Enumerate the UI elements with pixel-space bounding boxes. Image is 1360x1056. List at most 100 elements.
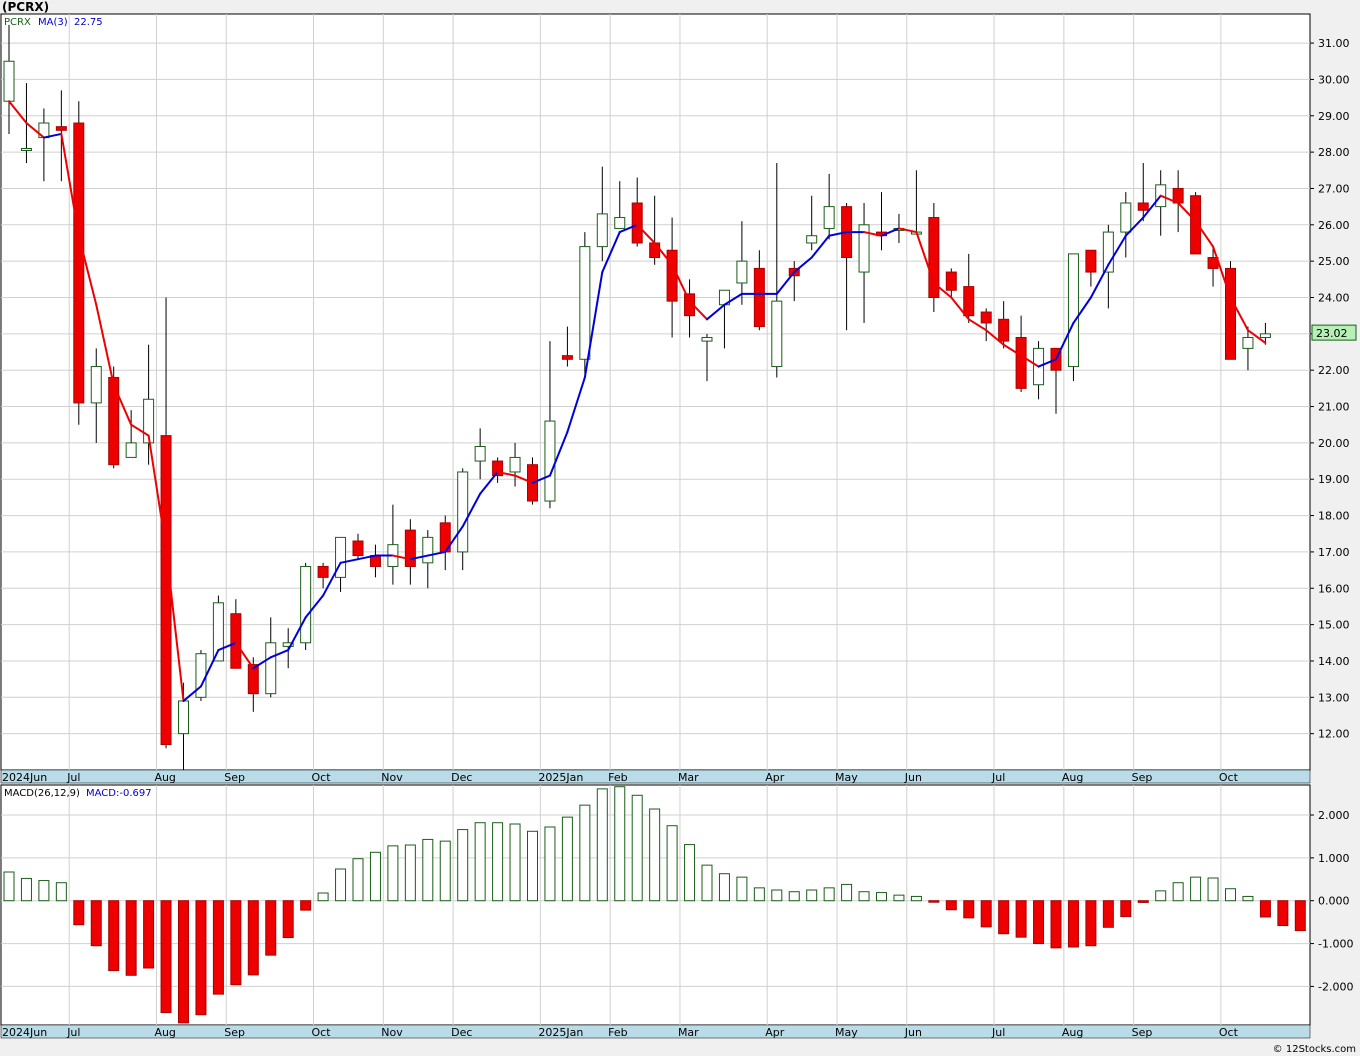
ma3-line-segment bbox=[25, 122, 45, 139]
macd-bar-positive bbox=[841, 883, 853, 902]
ma3-line-segment bbox=[130, 423, 150, 437]
macd-x-tick-label: Oct bbox=[312, 1026, 332, 1039]
macd-bar-negative bbox=[1259, 900, 1271, 918]
macd-tick-label: -1.000 bbox=[1318, 938, 1353, 951]
last-price-marker bbox=[1311, 324, 1357, 341]
macd-legend-value: MACD:-0.697 bbox=[86, 788, 152, 799]
macd-bar-positive bbox=[1207, 877, 1219, 902]
ma3-line-segment bbox=[548, 430, 569, 477]
macd-bar-positive bbox=[771, 889, 783, 902]
ma3-line-segment bbox=[985, 329, 1005, 346]
candle-up bbox=[143, 398, 155, 444]
ma3-line-segment bbox=[77, 234, 98, 306]
ma3-line-segment bbox=[1037, 358, 1057, 368]
macd-bar-positive bbox=[527, 830, 538, 902]
ma3-line-segment bbox=[1089, 263, 1110, 299]
candle-down bbox=[631, 202, 643, 244]
macd-x-tick-label: Oct bbox=[1219, 1026, 1239, 1039]
macd-bar-positive bbox=[1190, 876, 1202, 902]
ma3-line-segment bbox=[1020, 354, 1040, 368]
ma3-line-segment bbox=[1055, 321, 1075, 361]
candle-up bbox=[20, 147, 32, 151]
candle-down bbox=[352, 540, 364, 557]
macd-tick-label: 1.000 bbox=[1318, 852, 1350, 865]
price-tick-label: 18.00 bbox=[1318, 510, 1350, 523]
candle-down bbox=[1085, 249, 1097, 273]
legend-symbol: PCRX bbox=[4, 17, 31, 28]
candle-down bbox=[108, 376, 120, 466]
macd-bar-positive bbox=[55, 882, 67, 902]
macd-bar-negative bbox=[195, 900, 207, 1016]
ma3-line-segment bbox=[828, 231, 848, 237]
ma3-line-segment bbox=[566, 376, 586, 433]
price-x-tick-label: Oct bbox=[312, 771, 332, 784]
price-tick-label: 28.00 bbox=[1318, 146, 1350, 159]
macd-tick-label: -2.000 bbox=[1318, 980, 1353, 993]
macd-bar-negative bbox=[1277, 900, 1289, 927]
candle-up bbox=[125, 442, 137, 458]
macd-bar-positive bbox=[439, 840, 451, 902]
ma3-line-segment bbox=[182, 685, 202, 702]
macd-x-tick-label: Jul bbox=[991, 1026, 1005, 1039]
macd-bar-negative bbox=[90, 900, 102, 947]
candle-up bbox=[509, 456, 521, 473]
macd-bar-positive bbox=[666, 825, 678, 902]
candle-up bbox=[474, 446, 486, 462]
ma3-line-segment bbox=[514, 474, 534, 484]
macd-bar-negative bbox=[108, 900, 120, 972]
macd-bar-positive bbox=[858, 891, 870, 902]
price-x-tick-label: Mar bbox=[678, 771, 699, 784]
price-tick-label: 27.00 bbox=[1318, 182, 1350, 195]
macd-x-tick-label: 2024Jun bbox=[2, 1026, 47, 1039]
macd-bar-positive bbox=[20, 877, 32, 902]
macd-x-tick-label: Feb bbox=[608, 1026, 627, 1039]
ma3-line-segment bbox=[95, 303, 115, 386]
macd-bar-positive bbox=[404, 844, 416, 902]
macd-bar-negative bbox=[998, 900, 1010, 935]
macd-bar-positive bbox=[492, 822, 504, 902]
macd-x-tick-label: Jun bbox=[904, 1026, 922, 1039]
ma3-line-segment bbox=[671, 263, 691, 303]
ma3-line-segment bbox=[1142, 194, 1162, 219]
macd-x-tick-label: Apr bbox=[765, 1026, 785, 1039]
candle-up bbox=[579, 246, 591, 360]
ma3-line-segment bbox=[287, 616, 307, 652]
candle-down bbox=[1190, 195, 1202, 255]
macd-bar-positive bbox=[1172, 882, 1184, 902]
price-tick-label: 26.00 bbox=[1318, 219, 1350, 232]
macd-bar-negative bbox=[1137, 900, 1149, 903]
macd-x-tick-label: Jul bbox=[66, 1026, 80, 1039]
candle-up bbox=[422, 536, 434, 564]
macd-bar-negative bbox=[1294, 900, 1306, 932]
ma3-line-segment bbox=[252, 656, 272, 670]
price-tick-label: 25.00 bbox=[1318, 255, 1350, 268]
ma3-line-segment bbox=[1194, 220, 1215, 248]
macd-x-tick-label: Sep bbox=[224, 1026, 245, 1039]
macd-bar-positive bbox=[38, 880, 50, 902]
macd-bar-negative bbox=[230, 900, 242, 986]
price-x-tick-label: Jul bbox=[991, 771, 1005, 784]
ma3-line-segment bbox=[636, 223, 656, 244]
macd-bar-positive bbox=[544, 826, 556, 902]
price-tick-label: 21.00 bbox=[1318, 401, 1350, 414]
price-tick-label: 24.00 bbox=[1318, 292, 1350, 305]
macd-x-tick-label: Mar bbox=[678, 1026, 699, 1039]
ma3-line-segment bbox=[1229, 296, 1249, 332]
ma3-line-segment bbox=[810, 234, 831, 259]
ma3-line-segment bbox=[304, 594, 325, 619]
candle-up bbox=[195, 653, 207, 698]
candle-down bbox=[230, 613, 242, 669]
candle-down bbox=[1015, 336, 1027, 389]
ma3-line-segment bbox=[1159, 194, 1180, 204]
macd-bar-positive bbox=[1242, 895, 1254, 902]
ma3-line-segment bbox=[897, 227, 918, 234]
ma3-line-segment bbox=[775, 271, 796, 295]
candle-down bbox=[1225, 267, 1236, 360]
ma3-line-segment bbox=[391, 554, 412, 561]
price-x-tick-label: Aug bbox=[1062, 771, 1083, 784]
macd-bar-positive bbox=[806, 889, 818, 902]
candle-down bbox=[753, 267, 765, 328]
ma3-line-segment bbox=[688, 300, 708, 321]
ma3-line-segment bbox=[950, 296, 970, 321]
